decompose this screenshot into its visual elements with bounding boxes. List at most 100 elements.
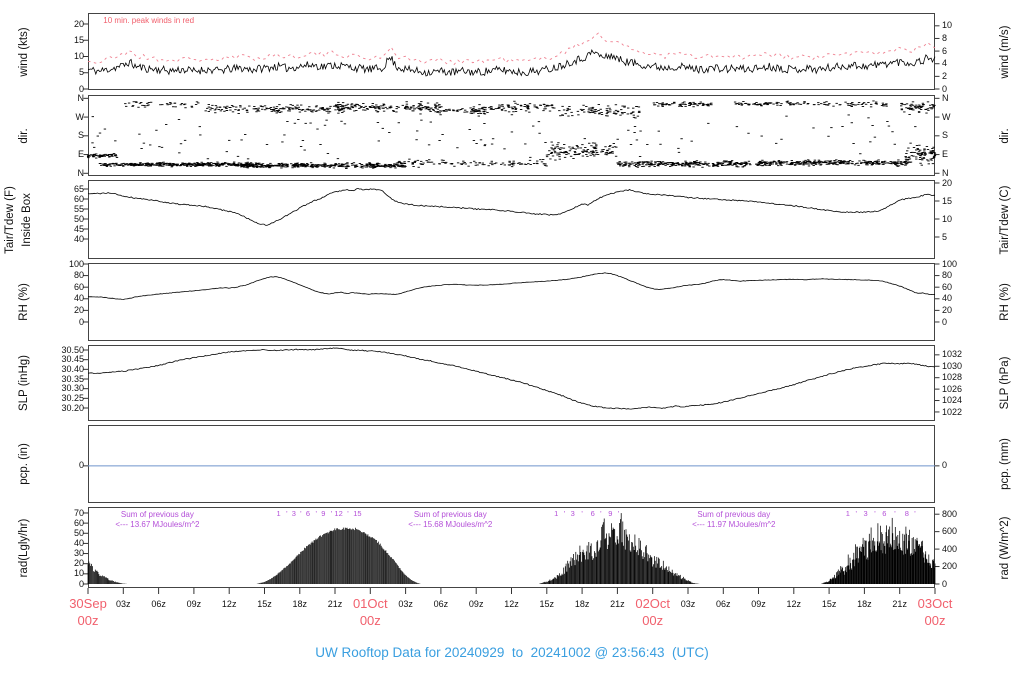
rad-cumulative-mark: 6 [305,509,311,518]
x-axis-day-label: 02Oct [635,596,671,611]
rad-cumulative-mark: ' [330,509,333,518]
wind-left-tick-label: 5 [78,67,84,78]
x-axis-hour-label: 15z [539,599,555,609]
x-axis-hour-label: 06z [433,599,449,609]
rad-cumulative-mark: ' [914,509,916,518]
slp-left-tick-label: 30.25 [61,392,84,403]
rh-left-tick-label: 0 [78,316,84,327]
dir-right-tick-label: W [942,111,951,122]
rad-cumulative-mark: ' [347,509,349,518]
rad-cumulative-mark: 1 [276,509,281,518]
x-axis-hour-label: 15z [821,599,837,609]
temp-right-tick-label: 5 [942,231,948,242]
pcp-left-axis-title: pcp. (in) [18,443,30,485]
wind-right-tick-label: 4 [942,58,948,69]
rad-left-tick-label: 30 [73,548,84,559]
peak-wind-kts [87,32,936,66]
slp-plot-area [83,345,940,421]
rad-cumulative-mark: ' [300,509,302,518]
rad-right-tick-label: 0 [942,578,948,589]
slp-left-tick-label: 30.35 [61,373,84,384]
dir-right-tick-label: N [942,92,949,103]
rad-cumulative-mark: 3 [291,509,296,518]
dir-left-axis-title: dir. [18,127,30,144]
slp-left-tick-label: 30.30 [61,383,84,394]
rad-left-tick-label: 40 [73,537,84,548]
temp-right-tick-label: 15 [942,195,953,206]
rad-cumulative-mark: 3 [570,509,575,518]
rad-cumulative-mark: 9 [608,509,613,518]
rh-left-tick-label: 100 [68,258,84,269]
slp-left-tick-label: 30.40 [61,363,84,374]
pcp-left-tick-label: 0 [78,460,84,471]
dir-right-tick-label: E [942,149,949,160]
rad-cumulative-mark: 6 [882,509,887,518]
temp-right-tick-label: 20 [942,177,953,188]
radiation-sep30 [256,527,421,584]
rad-cumulative-mark: 15 [353,509,362,518]
x-axis-hour-label: 03z [680,599,696,609]
rad-cumulative-mark: ' [286,509,288,518]
wind-right-axis-title: wind (m/s) [999,24,1011,79]
rh-right-tick-label: 40 [942,293,953,304]
x-axis-hour-label: 06z [151,599,166,609]
rad-cumulative-mark: ' [581,509,583,518]
rad-cumulative-mark: ' [600,509,602,518]
rad-cumulative-mark: ' [874,509,876,518]
temp-left-tick-label: 50 [73,213,84,224]
rh-left-tick-label: 60 [73,281,84,292]
rh-plot-area [83,263,940,341]
slp-right-tick-label: 1028 [942,372,963,383]
slp-left-axis-title: SLP (inHg) [18,354,30,412]
radiation-oct1 [539,513,700,584]
relative-humidity-pct [87,272,936,300]
air-temperature-F [87,187,936,226]
wind-left-tick-label: 20 [73,18,84,29]
x-axis-hour-label: 18z [292,599,308,609]
rad-plot-area [83,507,940,588]
wind-direction-deg [86,100,937,169]
rad-sum-annotation: <--- 13.67 MJoules/m^2 [115,520,200,529]
rh-right-tick-label: 0 [942,316,948,327]
wind-right-tick-label: 6 [942,45,948,56]
wind-left-tick-label: 15 [73,34,84,45]
slp-right-axis-title: SLP (hPa) [999,356,1011,410]
dir-right-tick-label: N [942,167,949,178]
rad-cumulative-mark: 1 [554,509,559,518]
x-axis-hour-label: 03z [116,599,131,609]
radiation-oct2 [821,517,936,584]
slp-right-tick-label: 1022 [942,406,963,417]
x-axis-hour-label: 03z [398,599,413,609]
slp-right-tick-label: 1026 [942,383,963,394]
rad-right-axis-title: rad (W/m^2) [999,516,1011,579]
x-axis-day-label: 01Oct [352,596,388,611]
rad-right-tick-label: 800 [942,508,958,519]
x-axis-day-label-hour: 00z [924,613,946,628]
radiation-evening-sep29 [87,561,127,584]
x-axis-hour-label: 12z [786,599,802,609]
slp-left-tick-label: 30.50 [61,344,84,355]
rh-left-tick-label: 80 [73,270,84,281]
slp-right-tick-label: 1032 [942,349,963,360]
wind-right-tick-label: 0 [942,83,948,94]
rad-cumulative-mark: ' [563,509,566,518]
rad-cumulative-mark: 9 [321,509,326,518]
temp-right-tick-label: 10 [942,213,953,224]
x-axis-hour-label: 12z [504,599,519,609]
temp-left-axis-title: Tair/Tdew (F) [4,185,16,254]
rad-left-axis-title: rad(Lgly/hr) [18,518,30,577]
x-axis-hour-label: 06z [716,599,731,609]
rad-cumulative-mark: 8 [904,509,909,518]
wind-annotation: 10 min. peak winds in red [103,16,195,25]
wind-right-tick-label: 8 [942,32,948,43]
dir-right-axis-title: dir. [999,127,1011,144]
temp-left-tick-label: 55 [73,203,84,214]
dir-left-tick-label: E [77,149,84,160]
x-axis-day-label-hour: 00z [77,613,99,628]
x-axis-hour-label: 21z [327,599,343,609]
chart-caption: UW Rooftop Data for 20240929 to 20241002… [315,645,709,660]
rh-right-tick-label: 100 [942,258,958,269]
x-axis-hour-label: 09z [751,599,766,609]
rad-cumulative-mark: 6 [590,509,595,518]
